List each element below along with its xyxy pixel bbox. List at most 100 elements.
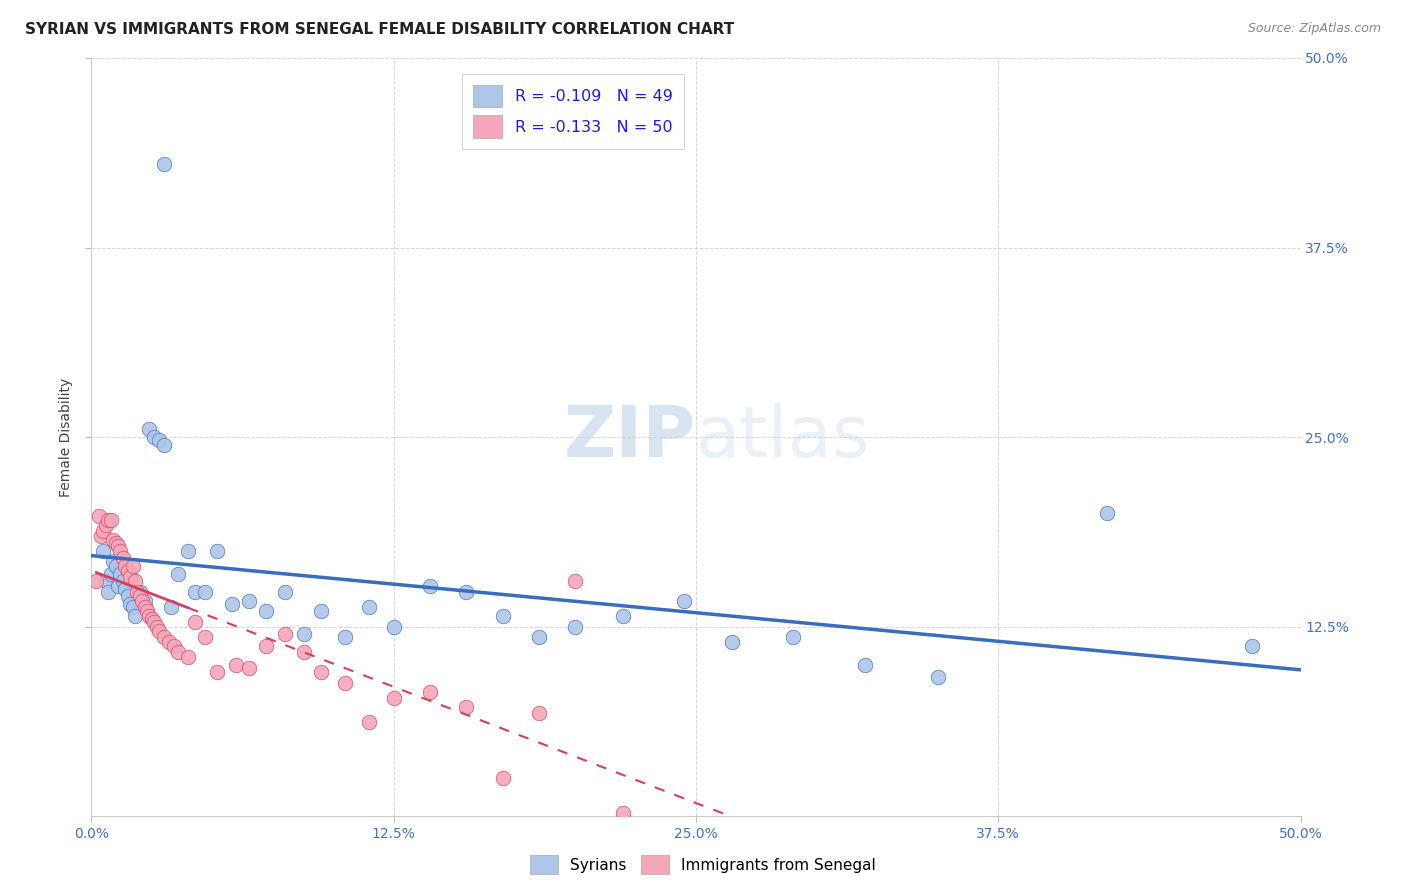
Point [110, 543, 132, 558]
Point [612, 609, 634, 624]
Point [527, 630, 550, 644]
Point [128, 584, 150, 599]
Point [274, 627, 297, 641]
Point [153, 437, 176, 451]
Point [101, 533, 124, 548]
Point [120, 569, 142, 583]
Point [93, 543, 115, 558]
Point [124, 574, 146, 589]
Point [107, 579, 129, 593]
Point [117, 564, 139, 578]
Point [419, 685, 441, 699]
Point [167, 566, 190, 581]
Point [143, 430, 166, 444]
Point [145, 619, 167, 633]
Text: ZIP: ZIP [564, 402, 696, 472]
Point [853, 657, 876, 672]
Point [114, 582, 136, 596]
Point [121, 558, 143, 573]
Point [84, 574, 107, 589]
Point [292, 645, 315, 659]
Point [143, 615, 166, 629]
Point [254, 640, 277, 654]
Text: Source: ZipAtlas.com: Source: ZipAtlas.com [1247, 22, 1381, 36]
Point [1241, 640, 1264, 654]
Point [101, 554, 124, 568]
Point [160, 599, 183, 614]
Point [612, 806, 634, 821]
Point [127, 584, 149, 599]
Point [134, 599, 156, 614]
Point [148, 433, 170, 447]
Point [1095, 506, 1118, 520]
Point [274, 584, 297, 599]
Point [456, 584, 478, 599]
Point [131, 594, 153, 608]
Point [107, 539, 129, 553]
Point [90, 528, 112, 542]
Point [97, 584, 120, 599]
Point [184, 584, 207, 599]
Point [335, 675, 357, 690]
Point [167, 645, 190, 659]
Point [335, 630, 357, 644]
Point [153, 157, 176, 171]
Point [177, 543, 200, 558]
Point [100, 513, 122, 527]
Point [419, 579, 441, 593]
Point [124, 609, 146, 624]
Text: SYRIAN VS IMMIGRANTS FROM SENEGAL FEMALE DISABILITY CORRELATION CHART: SYRIAN VS IMMIGRANTS FROM SENEGAL FEMALE… [25, 22, 734, 37]
Point [138, 609, 160, 624]
Text: atlas: atlas [696, 402, 870, 472]
Point [221, 597, 243, 611]
Legend: R = -0.109   N = 49, R = -0.133   N = 50: R = -0.109 N = 49, R = -0.133 N = 50 [463, 73, 683, 149]
Point [114, 558, 136, 573]
Point [157, 635, 180, 649]
Point [225, 657, 247, 672]
Point [136, 605, 159, 619]
Point [382, 690, 405, 705]
Point [117, 590, 139, 604]
Point [111, 574, 134, 589]
Point [111, 551, 134, 566]
Point [359, 715, 381, 730]
Point [94, 518, 117, 533]
Point [141, 612, 163, 626]
Point [205, 543, 228, 558]
Point [110, 566, 132, 581]
Point [121, 599, 143, 614]
Point [162, 640, 184, 654]
Legend: Syrians, Immigrants from Senegal: Syrians, Immigrants from Senegal [524, 849, 882, 880]
Point [564, 574, 586, 589]
Point [564, 619, 586, 633]
Point [97, 513, 120, 527]
Point [491, 609, 513, 624]
Point [128, 590, 150, 604]
Point [104, 536, 127, 550]
Point [309, 605, 332, 619]
Point [194, 630, 217, 644]
Point [527, 706, 550, 720]
Point [721, 635, 744, 649]
Point [456, 700, 478, 714]
Point [104, 558, 127, 573]
Point [254, 605, 277, 619]
Point [927, 670, 949, 684]
Point [205, 665, 228, 680]
Point [238, 594, 260, 608]
Point [153, 630, 176, 644]
Point [382, 619, 405, 633]
Point [491, 771, 513, 786]
Point [148, 624, 170, 639]
Point [120, 597, 142, 611]
Point [359, 599, 381, 614]
Point [292, 627, 315, 641]
Point [93, 524, 115, 538]
Point [194, 584, 217, 599]
Point [134, 594, 156, 608]
Point [177, 649, 200, 664]
Point [87, 508, 110, 523]
Point [782, 630, 804, 644]
Point [309, 665, 332, 680]
Point [184, 615, 207, 629]
